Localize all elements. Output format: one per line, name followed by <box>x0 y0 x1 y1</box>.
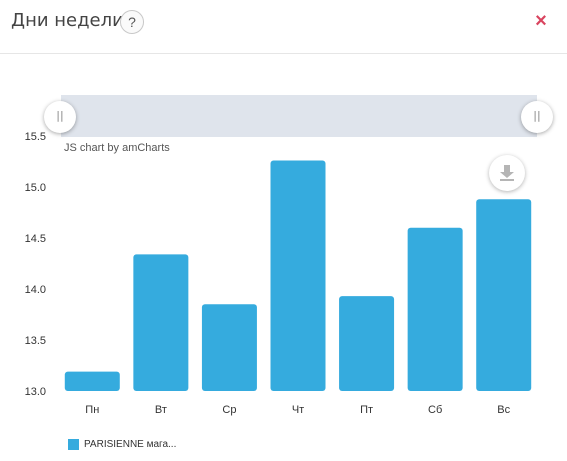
legend-label: PARISIENNE мага... <box>84 439 177 450</box>
legend-swatch <box>68 439 79 450</box>
export-button[interactable] <box>489 155 525 191</box>
bar-4[interactable] <box>339 296 395 391</box>
header: Дни недели ? × <box>0 0 567 54</box>
x-tick-label: Пн <box>85 404 99 416</box>
help-button[interactable]: ? <box>120 10 144 34</box>
scrollbar-grip-left[interactable]: || <box>44 101 76 133</box>
y-tick-label: 14.0 <box>25 284 46 296</box>
y-tick-label: 14.5 <box>25 233 46 245</box>
bar-5[interactable] <box>407 227 463 391</box>
scrollbar-grip-right[interactable]: || <box>521 101 553 133</box>
page-title: Дни недели <box>11 10 124 31</box>
bar-6[interactable] <box>476 199 532 391</box>
y-tick-label: 15.0 <box>25 182 46 194</box>
x-tick-label: Вс <box>497 404 510 416</box>
y-tick-label: 13.5 <box>25 335 46 347</box>
x-tick-label: Сб <box>428 404 442 416</box>
chart-scrollbar[interactable] <box>61 95 537 137</box>
question-icon: ? <box>128 14 136 30</box>
x-tick-label: Пт <box>360 404 373 416</box>
grip-icon: || <box>533 109 541 122</box>
bar-0[interactable] <box>64 371 120 391</box>
x-tick-label: Вт <box>155 404 167 416</box>
y-tick-label: 13.0 <box>25 386 46 398</box>
chart-legend[interactable]: PARISIENNE мага... <box>68 439 176 450</box>
close-button[interactable]: × <box>532 10 550 32</box>
download-icon <box>500 165 514 181</box>
close-icon: × <box>535 10 547 32</box>
y-tick-label: 15.5 <box>25 131 46 143</box>
grip-icon: || <box>56 109 64 122</box>
x-tick-label: Чт <box>292 404 304 416</box>
bar-1[interactable] <box>133 254 189 391</box>
chart-credit-link[interactable]: JS chart by amCharts <box>64 142 170 154</box>
bar-3[interactable] <box>270 160 326 391</box>
x-tick-label: Ср <box>222 404 236 416</box>
bar-2[interactable] <box>201 304 257 391</box>
